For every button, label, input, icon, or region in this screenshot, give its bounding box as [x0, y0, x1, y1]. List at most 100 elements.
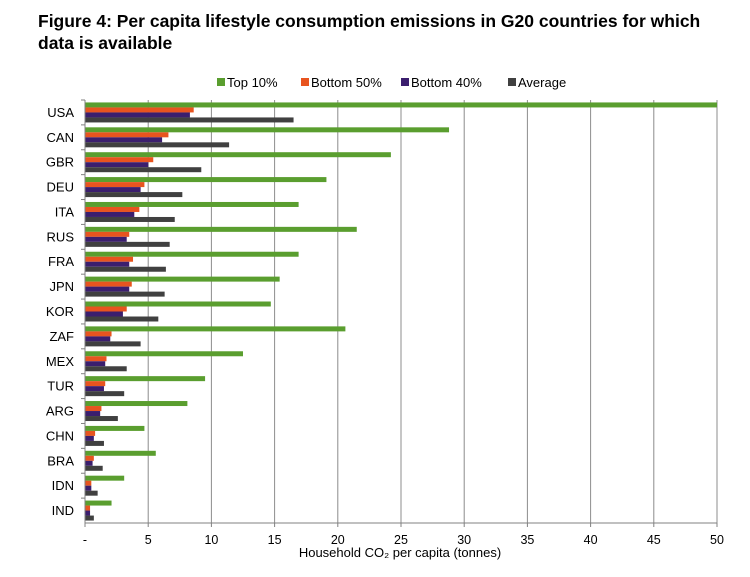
bar [85, 485, 92, 491]
category-label: FRA [48, 254, 74, 269]
bar [85, 490, 98, 496]
category-label: ITA [55, 204, 75, 219]
bar [85, 450, 156, 456]
bar [85, 192, 183, 198]
bar [85, 515, 94, 521]
legend-label: Top 10% [227, 75, 278, 90]
category-label: MEX [46, 354, 75, 369]
bar [85, 152, 391, 158]
bar [85, 157, 154, 163]
bar [85, 510, 91, 516]
chart-title: Figure 4: Per capita lifestyle consumpti… [38, 11, 701, 53]
x-tick-label: 45 [647, 533, 661, 547]
legend: Top 10% Bottom 50% Bottom 40% Average [217, 75, 566, 90]
bar [85, 231, 130, 237]
bar [85, 132, 169, 138]
bar [85, 117, 294, 123]
bar [85, 216, 175, 222]
category-label: DEU [47, 180, 74, 195]
bar [85, 201, 299, 207]
bar [85, 142, 230, 148]
x-tick-label: 30 [457, 533, 471, 547]
category-label: IND [52, 503, 74, 518]
legend-swatch [217, 78, 225, 86]
bar [85, 112, 190, 118]
bar [85, 331, 112, 337]
bars [85, 102, 717, 521]
legend-label: Average [518, 75, 566, 90]
bar [85, 366, 127, 372]
x-tick-label: 40 [584, 533, 598, 547]
category-label: GBR [46, 155, 74, 170]
legend-swatch [301, 78, 309, 86]
bar [85, 241, 170, 247]
grid-lines [147, 100, 718, 523]
bar [85, 261, 130, 267]
category-label: IDN [52, 478, 74, 493]
bar [85, 127, 450, 133]
bar [85, 500, 112, 506]
bar [85, 291, 165, 297]
x-axis-title: Household CO₂ per capita (tonnes) [299, 545, 501, 560]
category-label: USA [47, 105, 74, 120]
category-label: ARG [46, 404, 74, 419]
x-tick-label: 5 [145, 533, 152, 547]
bar [85, 361, 106, 367]
category-labels: USA CAN GBR DEU ITA RUS FRA JPN KOR ZAF MEX TUR ARG C… [46, 105, 75, 518]
bar [85, 256, 134, 262]
bar [85, 316, 159, 322]
bar [85, 356, 107, 362]
bar [85, 416, 118, 422]
bar [85, 480, 92, 486]
axes [81, 99, 718, 527]
bar [85, 236, 127, 242]
legend-swatch [508, 78, 516, 86]
bar [85, 251, 299, 257]
bar [85, 281, 132, 287]
bar [85, 406, 102, 412]
x-tick-label: 15 [268, 533, 282, 547]
category-label: ZAF [49, 329, 74, 344]
bar [85, 211, 135, 217]
category-label: JPN [49, 279, 74, 294]
bar [85, 276, 280, 282]
bar [85, 182, 145, 188]
category-label: CAN [47, 130, 74, 145]
x-tick-label: 50 [710, 533, 724, 547]
bar [85, 137, 163, 143]
bar [85, 102, 717, 108]
x-tick-label: 20 [331, 533, 345, 547]
bar [85, 411, 101, 417]
bar [85, 455, 94, 461]
bar [85, 391, 125, 397]
bar [85, 440, 104, 446]
bar [85, 311, 123, 317]
bar [85, 460, 93, 466]
bar [85, 107, 194, 113]
x-tick-label: 10 [204, 533, 218, 547]
legend-label: Bottom 50% [311, 75, 382, 90]
bar [85, 206, 140, 212]
x-tick-label: 35 [520, 533, 534, 547]
bar [85, 430, 96, 436]
bar [85, 341, 141, 347]
bar [85, 306, 127, 312]
bar [85, 266, 166, 272]
category-label: KOR [46, 304, 74, 319]
bar [85, 425, 145, 431]
bar [85, 167, 202, 173]
bar [85, 381, 106, 387]
legend-label: Bottom 40% [411, 75, 482, 90]
bar [85, 301, 271, 307]
bar [85, 226, 357, 232]
x-tick-label: 25 [394, 533, 408, 547]
category-label: BRA [47, 453, 74, 468]
bar [85, 177, 327, 183]
category-label: CHN [46, 428, 74, 443]
legend-swatch [401, 78, 409, 86]
bar [85, 351, 243, 357]
bar [85, 376, 206, 382]
bar [85, 465, 103, 471]
bar [85, 162, 149, 168]
